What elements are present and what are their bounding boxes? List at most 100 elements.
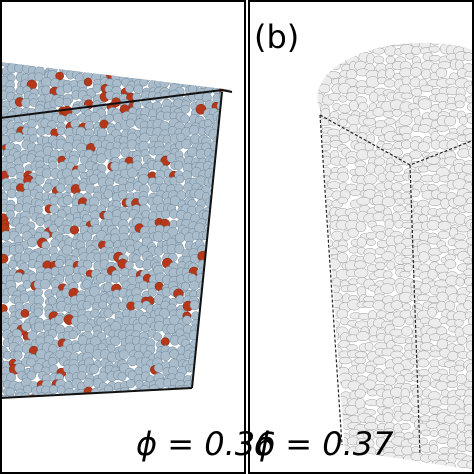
- particle: [6, 209, 15, 219]
- particle: [356, 331, 370, 342]
- particle: [356, 363, 367, 374]
- particle: [418, 369, 430, 376]
- particle: [349, 100, 359, 112]
- particle: [428, 42, 442, 46]
- particle: [443, 115, 457, 127]
- particle: [363, 174, 378, 185]
- particle: [427, 306, 437, 318]
- particle: [20, 309, 30, 318]
- particle: [160, 350, 171, 361]
- particle: [126, 118, 136, 128]
- particle: [374, 247, 386, 255]
- particle: [428, 198, 442, 207]
- particle: [118, 349, 129, 360]
- particle: [154, 176, 164, 186]
- particle: [356, 132, 369, 144]
- particle: [470, 428, 474, 438]
- particle: [349, 189, 362, 197]
- particle: [375, 261, 386, 270]
- particle: [8, 259, 18, 269]
- particle: [427, 184, 438, 191]
- particle: [125, 84, 134, 94]
- panel-border: [0, 0, 246, 474]
- particle: [386, 260, 396, 271]
- particle: [338, 118, 348, 127]
- particle: [384, 218, 394, 230]
- particle: [47, 356, 57, 366]
- particle: [54, 314, 64, 325]
- particle: [455, 277, 465, 287]
- cube-edges: [0, 88, 233, 399]
- particle: [77, 164, 86, 173]
- particle: [89, 111, 101, 123]
- particle: [409, 67, 422, 78]
- particle: [153, 363, 164, 373]
- particle: [147, 287, 157, 297]
- particle: [354, 267, 369, 279]
- particle: [354, 388, 366, 399]
- particle: [68, 330, 78, 340]
- particle: [417, 358, 430, 368]
- particle: [153, 332, 162, 341]
- particle: [355, 221, 367, 233]
- particle: [83, 77, 93, 87]
- particle: [446, 374, 458, 382]
- particle: [338, 104, 352, 114]
- particle: [61, 244, 73, 256]
- particle: [417, 141, 430, 152]
- particle: [372, 107, 385, 117]
- cube-edge: [191, 91, 223, 389]
- particle: [154, 246, 164, 256]
- particle: [446, 335, 458, 343]
- particle: [400, 422, 411, 430]
- particle: [21, 97, 31, 108]
- particle: [118, 190, 128, 200]
- particle: [21, 321, 31, 332]
- particle: [365, 76, 380, 88]
- particle: [382, 142, 393, 150]
- particle: [327, 128, 341, 137]
- particle: [362, 117, 376, 126]
- particle: [419, 282, 432, 294]
- particle: [72, 272, 83, 283]
- particle: [381, 196, 396, 207]
- particle: [447, 350, 459, 362]
- particle: [418, 165, 429, 173]
- particle: [56, 183, 66, 193]
- particle: [455, 100, 465, 109]
- particle: [364, 341, 374, 352]
- particle: [203, 119, 213, 128]
- particle: [401, 132, 412, 141]
- particle: [440, 198, 450, 209]
- particle: [175, 174, 185, 184]
- particle: [111, 274, 120, 284]
- particle: [35, 217, 45, 226]
- particle: [181, 281, 190, 291]
- particle: [337, 171, 349, 182]
- particle: [464, 70, 474, 78]
- particle: [463, 268, 474, 277]
- particle: [318, 83, 331, 94]
- particle: [454, 319, 464, 327]
- particle: [385, 67, 395, 79]
- particle: [139, 280, 149, 291]
- particle: [180, 114, 190, 124]
- particle: [456, 335, 468, 345]
- particle: [83, 323, 93, 333]
- particle: [62, 97, 72, 107]
- particle: [34, 72, 44, 82]
- particle: [453, 233, 466, 241]
- particle: [327, 117, 339, 126]
- particle: [354, 260, 367, 270]
- particle: [42, 182, 53, 193]
- particle: [103, 210, 114, 221]
- particle: [384, 188, 395, 198]
- particle: [33, 307, 43, 317]
- particle: [463, 300, 473, 310]
- particle: [27, 330, 38, 341]
- particle: [49, 204, 59, 214]
- particle: [390, 182, 404, 192]
- particle: [419, 380, 431, 388]
